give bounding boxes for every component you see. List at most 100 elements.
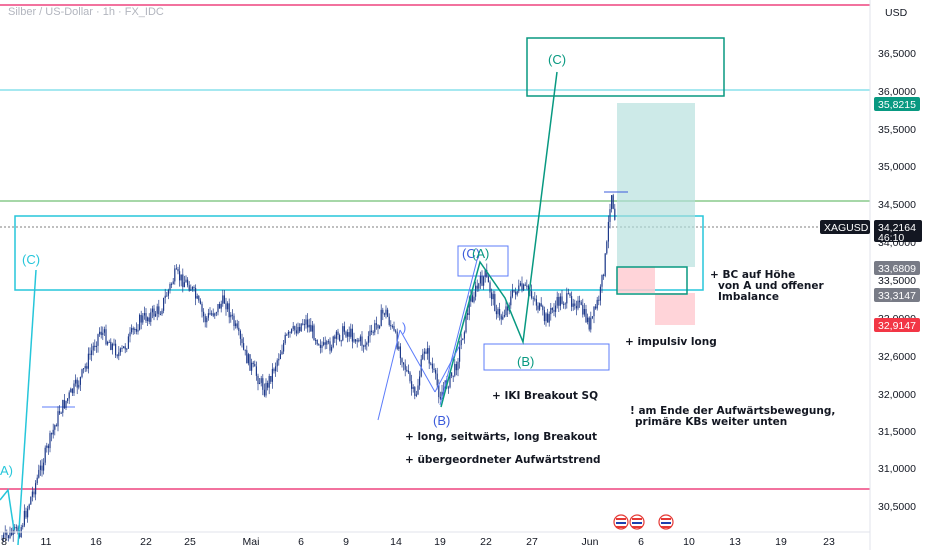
us-event-flag[interactable] — [613, 514, 629, 530]
candle-body — [73, 383, 75, 394]
long-stop-area[interactable] — [617, 267, 655, 293]
time-tick-label: 22 — [480, 536, 492, 548]
wave-line-green — [440, 71, 558, 408]
candle-body — [537, 305, 539, 310]
candle-body — [470, 295, 472, 302]
candle-body — [499, 309, 501, 316]
price-ticks[interactable]: 36,500036,000035,500035,000034,500034,00… — [878, 48, 916, 513]
candle-body — [267, 382, 269, 388]
candle-body — [382, 309, 384, 314]
stop-price-tag — [874, 318, 920, 332]
cyan-zone-box[interactable] — [14, 215, 704, 291]
candle-body — [59, 411, 61, 414]
time-tick-label: 14 — [390, 536, 402, 548]
wave-label-b-low: (B) — [433, 413, 450, 428]
long-target-area[interactable] — [617, 103, 695, 267]
candle-body — [235, 323, 237, 327]
candle-body — [67, 398, 69, 401]
candle-body — [459, 345, 461, 362]
candle-body — [374, 323, 376, 333]
candle-body — [228, 303, 230, 318]
candle-body — [343, 326, 345, 332]
candle-body — [54, 425, 56, 430]
candle-body — [127, 336, 129, 349]
candle-body — [70, 388, 72, 393]
us-event-flag[interactable] — [629, 514, 645, 530]
candle-body — [222, 295, 224, 304]
candle-body — [233, 315, 235, 327]
candle-body — [484, 270, 486, 277]
candle-body — [436, 373, 438, 386]
candle-body — [311, 325, 313, 332]
candle-body — [206, 317, 208, 323]
candle-body — [254, 364, 256, 367]
candle-body — [260, 378, 262, 383]
candle-body — [471, 295, 473, 302]
candle-body — [391, 326, 393, 328]
candle-body — [284, 334, 286, 344]
time-ticks[interactable]: 8 11 16 22 25 Mai 6 9 14 19 22 27 Jun 6 10 13 19 23 — [1, 536, 835, 548]
candle-body — [25, 510, 27, 518]
candle-body — [255, 366, 257, 376]
candle-body — [270, 375, 272, 382]
us-event-flag[interactable] — [658, 514, 674, 530]
candle-body — [87, 353, 89, 369]
candle-body — [510, 296, 512, 306]
candle-body — [28, 504, 30, 509]
candle-body — [108, 341, 110, 343]
bc-entry-box[interactable] — [616, 266, 688, 295]
candle-body — [111, 343, 113, 350]
candle-body — [377, 324, 379, 329]
candle-body — [404, 364, 406, 370]
candle-body — [113, 343, 115, 345]
candle-body — [545, 313, 547, 322]
price-tick-label: 30,5000 — [878, 501, 916, 513]
candle-body — [259, 382, 261, 385]
candle-body — [179, 271, 181, 281]
candle-body — [503, 315, 505, 317]
symbol-tag — [820, 220, 870, 234]
candle-body — [286, 334, 288, 336]
candle-body — [534, 298, 536, 300]
candle-body — [614, 208, 616, 220]
candle-body — [505, 306, 507, 316]
candle-body — [153, 308, 155, 317]
candle-body — [593, 306, 595, 317]
candle-body — [262, 378, 264, 390]
candle-body — [598, 299, 600, 301]
candle-body — [209, 313, 211, 315]
price-tick-label: 31,0000 — [878, 463, 916, 475]
candle-body — [399, 346, 401, 359]
candle-body — [364, 344, 366, 347]
candle-body — [367, 336, 369, 343]
candle-body — [249, 354, 251, 371]
candle-body — [478, 283, 480, 289]
wave-line-left-c — [17, 269, 37, 546]
candle-body — [172, 281, 174, 284]
candle-body — [1, 538, 3, 540]
candle-body — [84, 366, 86, 369]
candle-body — [43, 462, 45, 471]
candle-body — [340, 340, 342, 342]
price-tick-label: 33,5000 — [878, 275, 916, 287]
candle-body — [193, 287, 195, 289]
candle-body — [539, 303, 541, 310]
target-c-box[interactable] — [526, 37, 725, 97]
candle-body — [524, 284, 526, 286]
candle-body — [131, 328, 133, 333]
time-tick-label: 19 — [775, 536, 787, 548]
candle-body — [22, 525, 24, 528]
candle-body — [348, 332, 350, 337]
candle-body — [513, 290, 515, 292]
candle-body — [143, 313, 145, 316]
candle-body — [105, 329, 107, 345]
candle-body — [419, 376, 421, 386]
target-price-tag — [874, 97, 920, 111]
candle-body — [99, 331, 101, 335]
candle-body — [497, 309, 499, 315]
candle-body — [553, 309, 555, 312]
candle-body — [316, 339, 318, 345]
candle-body — [500, 315, 502, 320]
candle-body — [187, 279, 189, 286]
